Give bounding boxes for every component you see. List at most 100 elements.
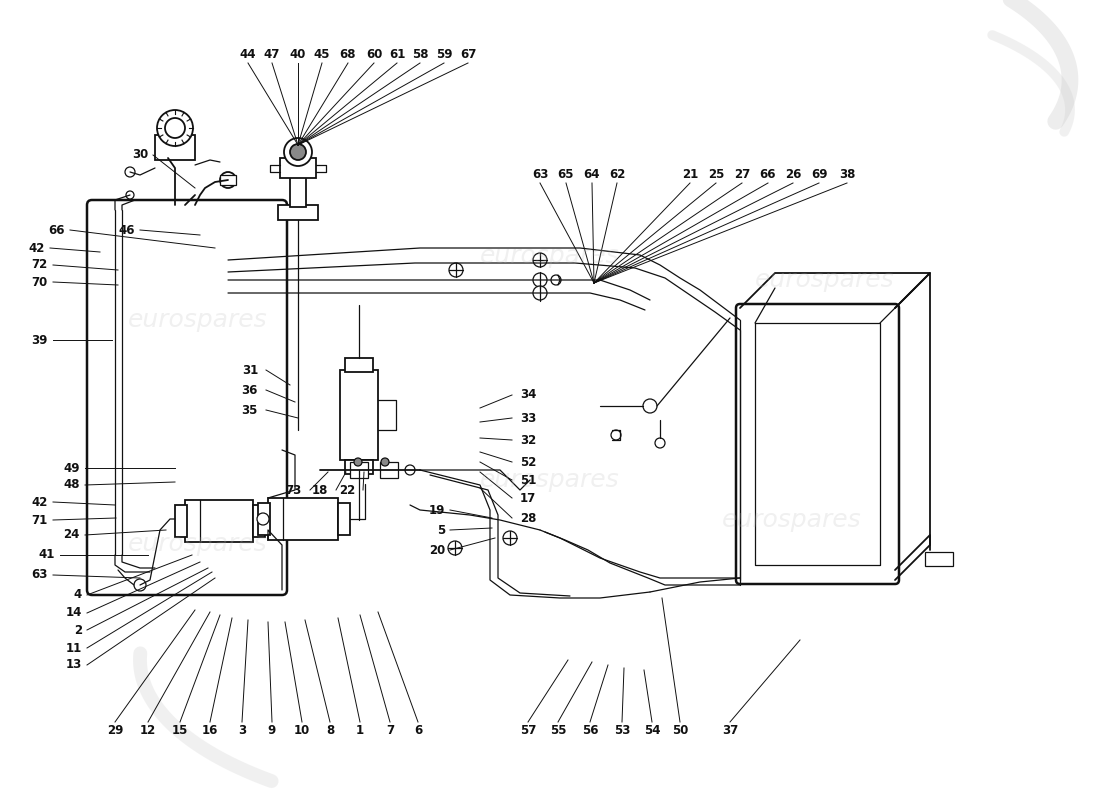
Circle shape — [354, 458, 362, 466]
Circle shape — [405, 465, 415, 475]
Text: eurospares: eurospares — [129, 532, 267, 556]
Bar — [350, 462, 368, 478]
Circle shape — [644, 399, 657, 413]
Text: 30: 30 — [132, 149, 148, 162]
Text: 56: 56 — [582, 723, 598, 737]
Text: 10: 10 — [294, 723, 310, 737]
Bar — [345, 460, 373, 474]
Text: 42: 42 — [29, 242, 45, 254]
Text: 14: 14 — [66, 606, 82, 619]
Circle shape — [290, 144, 306, 160]
Text: 29: 29 — [107, 723, 123, 737]
Text: 63: 63 — [32, 569, 48, 582]
Text: 35: 35 — [242, 403, 258, 417]
Circle shape — [381, 458, 389, 466]
Circle shape — [220, 172, 236, 188]
Text: 19: 19 — [429, 503, 446, 517]
Text: 18: 18 — [311, 483, 328, 497]
Circle shape — [134, 579, 146, 591]
Text: 13: 13 — [66, 658, 82, 671]
Bar — [268, 498, 338, 540]
Text: 39: 39 — [32, 334, 48, 346]
Text: 7: 7 — [386, 723, 394, 737]
Circle shape — [534, 273, 547, 287]
Text: 31: 31 — [242, 363, 258, 377]
Text: 12: 12 — [140, 723, 156, 737]
Circle shape — [165, 118, 185, 138]
Text: 44: 44 — [240, 49, 256, 62]
Circle shape — [126, 191, 134, 199]
Circle shape — [448, 541, 462, 555]
Bar — [340, 370, 378, 460]
Text: eurospares: eurospares — [481, 244, 619, 268]
Circle shape — [449, 263, 463, 277]
Text: 20: 20 — [429, 543, 446, 557]
Text: 71: 71 — [32, 514, 48, 526]
Text: 70: 70 — [32, 275, 48, 289]
Text: 49: 49 — [64, 462, 80, 474]
Text: 51: 51 — [520, 474, 537, 486]
Bar — [290, 175, 306, 207]
Text: 65: 65 — [558, 169, 574, 182]
Text: 8: 8 — [326, 723, 334, 737]
Text: 59: 59 — [436, 49, 452, 62]
FancyBboxPatch shape — [736, 304, 899, 584]
Bar — [253, 505, 265, 537]
Circle shape — [551, 275, 561, 285]
Bar — [925, 552, 953, 566]
Text: 33: 33 — [520, 411, 537, 425]
Circle shape — [284, 138, 312, 166]
Text: 68: 68 — [340, 49, 356, 62]
Text: 3: 3 — [238, 723, 246, 737]
Text: 62: 62 — [608, 169, 625, 182]
Text: 41: 41 — [39, 549, 55, 562]
Bar — [379, 462, 398, 478]
Text: 66: 66 — [48, 223, 65, 237]
Text: 61: 61 — [388, 49, 405, 62]
Bar — [338, 503, 350, 535]
Text: 28: 28 — [520, 511, 537, 525]
Text: 48: 48 — [64, 478, 80, 491]
Text: 9: 9 — [268, 723, 276, 737]
Text: 45: 45 — [314, 49, 330, 62]
Text: 17: 17 — [520, 491, 537, 505]
Circle shape — [610, 430, 621, 440]
Bar — [258, 503, 270, 535]
Text: 58: 58 — [411, 49, 428, 62]
Circle shape — [654, 438, 666, 448]
Text: 72: 72 — [32, 258, 48, 271]
Bar — [278, 205, 318, 220]
Circle shape — [125, 167, 135, 177]
Circle shape — [503, 531, 517, 545]
Text: eurospares: eurospares — [129, 308, 267, 332]
Text: 26: 26 — [784, 169, 801, 182]
Text: 57: 57 — [520, 723, 536, 737]
Text: 50: 50 — [672, 723, 689, 737]
Text: 54: 54 — [644, 723, 660, 737]
Circle shape — [534, 253, 547, 267]
Text: eurospares: eurospares — [723, 508, 861, 532]
Text: 40: 40 — [289, 49, 306, 62]
Circle shape — [157, 110, 192, 146]
Text: 46: 46 — [119, 223, 135, 237]
FancyBboxPatch shape — [87, 200, 287, 595]
Bar — [345, 358, 373, 372]
Text: 11: 11 — [66, 642, 82, 654]
Text: 15: 15 — [172, 723, 188, 737]
Text: 2: 2 — [74, 623, 82, 637]
Text: 32: 32 — [520, 434, 537, 446]
Text: 69: 69 — [811, 169, 827, 182]
Text: eurospares: eurospares — [481, 468, 619, 492]
Text: eurospares: eurospares — [756, 268, 894, 292]
Text: 42: 42 — [32, 495, 48, 509]
Text: 25: 25 — [707, 169, 724, 182]
Text: 73: 73 — [286, 483, 302, 497]
Text: 16: 16 — [201, 723, 218, 737]
Text: 22: 22 — [339, 483, 355, 497]
Bar — [155, 135, 195, 160]
Bar — [280, 158, 316, 178]
Text: 34: 34 — [520, 389, 537, 402]
Text: 67: 67 — [460, 49, 476, 62]
Text: 4: 4 — [74, 589, 82, 602]
Text: 47: 47 — [264, 49, 280, 62]
